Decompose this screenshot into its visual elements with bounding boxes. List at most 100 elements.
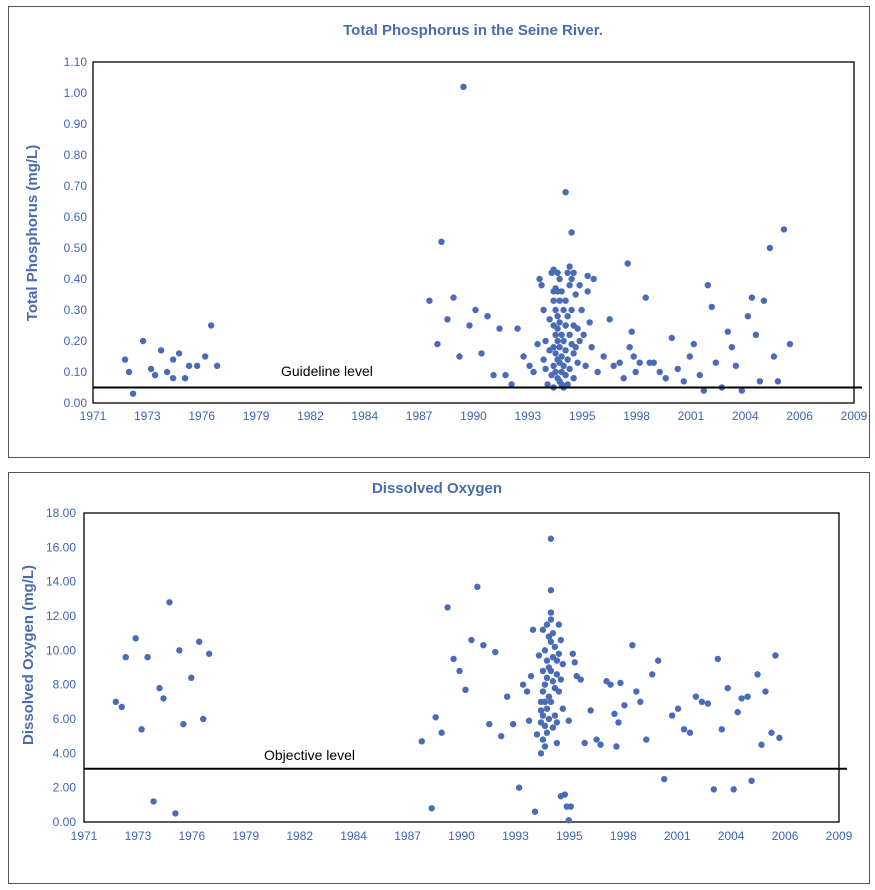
data-point xyxy=(156,684,163,692)
data-point xyxy=(560,362,567,369)
data-point xyxy=(624,260,631,267)
data-point xyxy=(480,641,487,649)
data-point xyxy=(549,724,557,731)
data-point xyxy=(762,688,769,695)
data-point xyxy=(674,705,682,712)
data-point xyxy=(564,313,571,320)
data-point xyxy=(496,325,503,332)
data-point xyxy=(568,275,575,283)
data-point xyxy=(610,362,617,369)
data-point xyxy=(754,671,761,678)
data-point xyxy=(562,347,569,354)
x-tick-label: 1987 xyxy=(394,829,421,843)
data-point xyxy=(574,359,581,366)
data-point xyxy=(547,609,555,616)
data-point xyxy=(547,698,555,706)
x-tick-label: 2006 xyxy=(772,829,799,843)
y-tick-label: 0.30 xyxy=(64,303,88,317)
data-point xyxy=(213,362,221,369)
data-point xyxy=(537,750,545,757)
data-point xyxy=(540,306,547,314)
data-point xyxy=(540,356,547,363)
data-point xyxy=(125,368,133,376)
data-point xyxy=(555,688,563,695)
data-point xyxy=(611,710,618,718)
x-tick-label: 1976 xyxy=(188,409,215,423)
data-point xyxy=(557,676,565,683)
data-point xyxy=(617,679,624,687)
x-tick-label: 1995 xyxy=(569,409,596,423)
x-tick-label: 2001 xyxy=(678,409,705,423)
x-tick-label: 2009 xyxy=(841,409,868,423)
data-point xyxy=(584,272,591,280)
data-point xyxy=(588,344,595,351)
data-point xyxy=(732,362,740,369)
data-point xyxy=(574,325,581,332)
data-point xyxy=(201,353,209,360)
data-point xyxy=(484,313,491,320)
x-tick-label: 2006 xyxy=(786,409,813,423)
data-point xyxy=(572,344,579,351)
data-point xyxy=(539,667,547,675)
data-point xyxy=(418,738,425,745)
data-points xyxy=(112,535,783,824)
data-point xyxy=(772,652,779,659)
data-point xyxy=(444,316,451,323)
data-point xyxy=(547,667,555,675)
data-point xyxy=(466,322,473,329)
data-point xyxy=(556,275,563,283)
x-tick-label: 1990 xyxy=(448,829,475,843)
data-point xyxy=(576,282,583,289)
data-point xyxy=(581,739,588,747)
y-tick-label: 14.00 xyxy=(46,575,76,589)
y-tick-label: 0.10 xyxy=(64,365,88,379)
data-point xyxy=(700,387,708,394)
data-point xyxy=(547,587,555,594)
data-point xyxy=(438,238,445,245)
y-tick-label: 0.90 xyxy=(64,117,88,131)
data-point xyxy=(626,344,633,351)
x-tick-label: 1979 xyxy=(243,409,270,423)
data-point xyxy=(549,629,557,637)
data-point xyxy=(147,365,155,373)
data-point xyxy=(578,306,585,314)
data-point xyxy=(462,686,469,694)
y-tick-label: 16.00 xyxy=(46,540,76,554)
y-tick-label: 12.00 xyxy=(46,609,76,623)
data-point xyxy=(550,297,557,304)
chart-title: Dissolved Oxygen xyxy=(372,480,502,497)
data-point xyxy=(526,362,533,369)
data-point xyxy=(564,269,571,276)
y-tick-label: 10.00 xyxy=(46,643,76,657)
data-point xyxy=(444,604,451,611)
data-point xyxy=(514,325,521,332)
x-tick-label: 1995 xyxy=(556,829,583,843)
data-point xyxy=(468,636,475,644)
data-point xyxy=(714,655,722,663)
data-point xyxy=(535,652,543,659)
data-point xyxy=(680,726,688,733)
data-point xyxy=(724,684,731,692)
data-point xyxy=(587,707,594,714)
data-point xyxy=(567,803,574,810)
data-point xyxy=(537,707,545,714)
y-tick-label: 0.60 xyxy=(64,210,88,224)
x-tick-label: 1987 xyxy=(406,409,433,423)
data-point xyxy=(541,698,549,706)
data-point xyxy=(564,356,571,363)
data-point xyxy=(552,331,559,338)
data-point xyxy=(571,659,578,666)
data-point xyxy=(590,275,597,283)
data-point xyxy=(686,729,694,736)
data-point xyxy=(553,671,561,678)
data-point xyxy=(169,356,177,363)
y-tick-label: 0.50 xyxy=(64,241,88,255)
data-point xyxy=(534,340,541,348)
data-point xyxy=(570,375,577,382)
y-tick-label: 0.80 xyxy=(64,148,88,162)
x-ticks: 1971 1973 1976 1979 1982 1984 1987 1990 1993 1995… xyxy=(80,409,868,423)
data-point xyxy=(569,650,576,657)
data-point xyxy=(541,743,549,750)
data-point xyxy=(550,362,557,369)
data-point xyxy=(564,381,571,388)
